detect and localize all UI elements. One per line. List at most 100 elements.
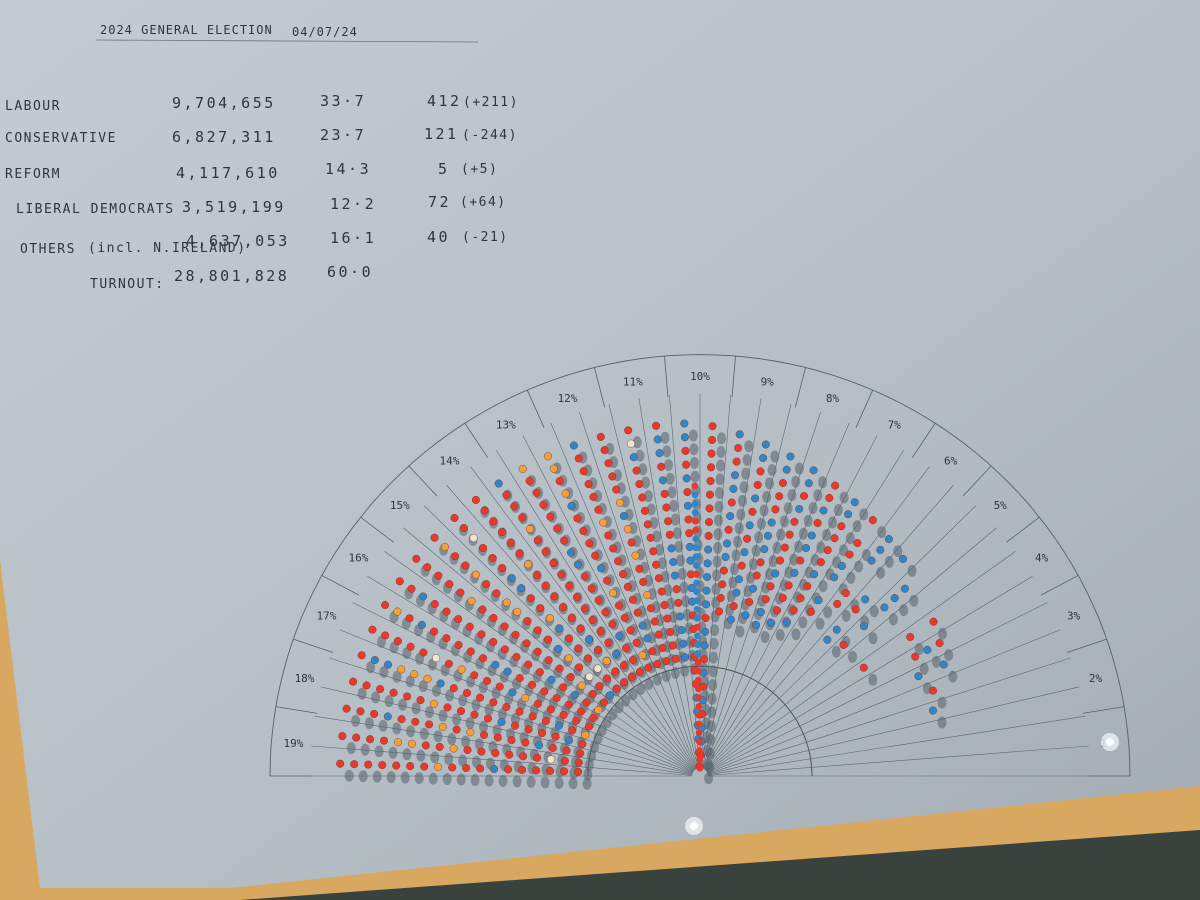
fan-band-label: 11% bbox=[623, 376, 643, 389]
pin-shadow bbox=[433, 730, 443, 743]
seat-pin bbox=[704, 545, 713, 554]
pin-shadow bbox=[378, 719, 388, 732]
seat-pin bbox=[562, 746, 571, 755]
seat-pin bbox=[535, 741, 544, 750]
seat-pin bbox=[502, 598, 511, 607]
seat-pin bbox=[579, 467, 588, 476]
seat-pin bbox=[588, 689, 597, 698]
seat-pin bbox=[452, 725, 461, 734]
party-note: (incl. N.IRELAND) bbox=[88, 241, 247, 256]
pin-shadow bbox=[674, 540, 684, 553]
fan-band-divider bbox=[275, 706, 318, 714]
seat-pin bbox=[420, 762, 429, 771]
seat-pin bbox=[595, 682, 604, 691]
seat-pin bbox=[752, 571, 761, 580]
seat-pin bbox=[773, 606, 782, 615]
pin-shadow bbox=[608, 708, 618, 721]
pin-shadow bbox=[474, 738, 484, 751]
seat-pin bbox=[394, 738, 403, 747]
seat-pin bbox=[555, 721, 564, 730]
seat-pin bbox=[417, 620, 426, 629]
seat-pin bbox=[407, 584, 416, 593]
vote-share: 12·2 bbox=[330, 195, 376, 213]
fan-band-label: 5% bbox=[994, 499, 1008, 512]
pin-shadow bbox=[711, 583, 721, 595]
pin-shadow bbox=[346, 742, 356, 755]
seat-pin bbox=[643, 634, 652, 643]
seat-pin bbox=[502, 703, 511, 712]
seat-pin bbox=[465, 622, 474, 631]
seat-pin bbox=[528, 712, 537, 721]
seat-pin bbox=[480, 730, 489, 739]
seat-pin bbox=[406, 762, 415, 771]
seat-pin bbox=[624, 426, 633, 435]
seat-pin bbox=[748, 507, 757, 516]
seat-pin bbox=[521, 738, 530, 747]
pin-shadow bbox=[735, 625, 745, 638]
seat-pin bbox=[370, 656, 379, 665]
pin-shadow bbox=[709, 637, 719, 650]
seat-pin bbox=[397, 665, 406, 674]
pin-shadow bbox=[919, 662, 929, 675]
fan-band-divider bbox=[911, 422, 936, 458]
pin-shadow bbox=[447, 733, 457, 745]
pin-shadow bbox=[791, 628, 801, 641]
seat-pin bbox=[659, 476, 668, 485]
seat-pin bbox=[518, 765, 527, 774]
seat-pin bbox=[771, 505, 780, 514]
seat-pin bbox=[505, 750, 514, 759]
pin-shadow bbox=[671, 624, 681, 637]
seat-pin bbox=[664, 517, 673, 526]
pin-shadow bbox=[655, 543, 665, 556]
pin-shadow bbox=[765, 568, 774, 581]
fan-ray bbox=[704, 485, 954, 771]
seat-pin bbox=[672, 585, 681, 594]
seat-pin bbox=[732, 588, 741, 597]
seat-pin bbox=[679, 639, 688, 648]
seat-pin bbox=[608, 472, 617, 481]
pin-shadow bbox=[706, 733, 716, 746]
fan-band-divider bbox=[360, 516, 395, 543]
seat-pin bbox=[342, 704, 351, 713]
seat-pin bbox=[796, 556, 805, 565]
seat-pin bbox=[695, 720, 703, 728]
seat-pin bbox=[756, 608, 765, 617]
seat-pin bbox=[700, 641, 709, 650]
seat-pin bbox=[478, 605, 487, 614]
seat-pin bbox=[648, 647, 657, 656]
seat-pin bbox=[764, 531, 773, 540]
seat-pin bbox=[839, 640, 848, 649]
pin-shadow bbox=[374, 745, 384, 758]
seat-pin bbox=[684, 501, 693, 510]
seat-pin bbox=[832, 625, 841, 634]
seat-pin bbox=[511, 721, 520, 730]
seat-pin bbox=[782, 465, 791, 474]
seat-pin bbox=[749, 584, 758, 593]
seat-pin bbox=[489, 637, 498, 646]
fan-ray bbox=[608, 404, 699, 769]
fan-ray bbox=[669, 394, 700, 769]
seat-pin bbox=[628, 595, 637, 604]
pin-shadow bbox=[660, 570, 670, 583]
seat-pin bbox=[444, 659, 453, 668]
seat-pin bbox=[914, 672, 923, 681]
pin-shadow bbox=[730, 563, 739, 575]
seat-pin bbox=[786, 452, 795, 461]
seat-pin bbox=[666, 628, 675, 637]
pin-shadow bbox=[510, 713, 520, 725]
pin-shadow bbox=[662, 445, 672, 458]
seat-pin bbox=[541, 581, 550, 590]
seat-pin bbox=[383, 712, 392, 721]
pin-shadow bbox=[815, 617, 825, 630]
seat-pin bbox=[533, 753, 542, 762]
pin-shadow bbox=[641, 476, 651, 489]
seat-pin bbox=[692, 561, 700, 569]
seat-pin bbox=[403, 692, 412, 701]
pin-shadow bbox=[854, 560, 864, 573]
pin-shadow bbox=[644, 677, 654, 690]
pin-shadow bbox=[660, 431, 670, 444]
seat-pin bbox=[594, 505, 603, 514]
seat-pin bbox=[655, 449, 664, 458]
seat-pin bbox=[783, 618, 792, 627]
seat-pin bbox=[442, 634, 451, 643]
